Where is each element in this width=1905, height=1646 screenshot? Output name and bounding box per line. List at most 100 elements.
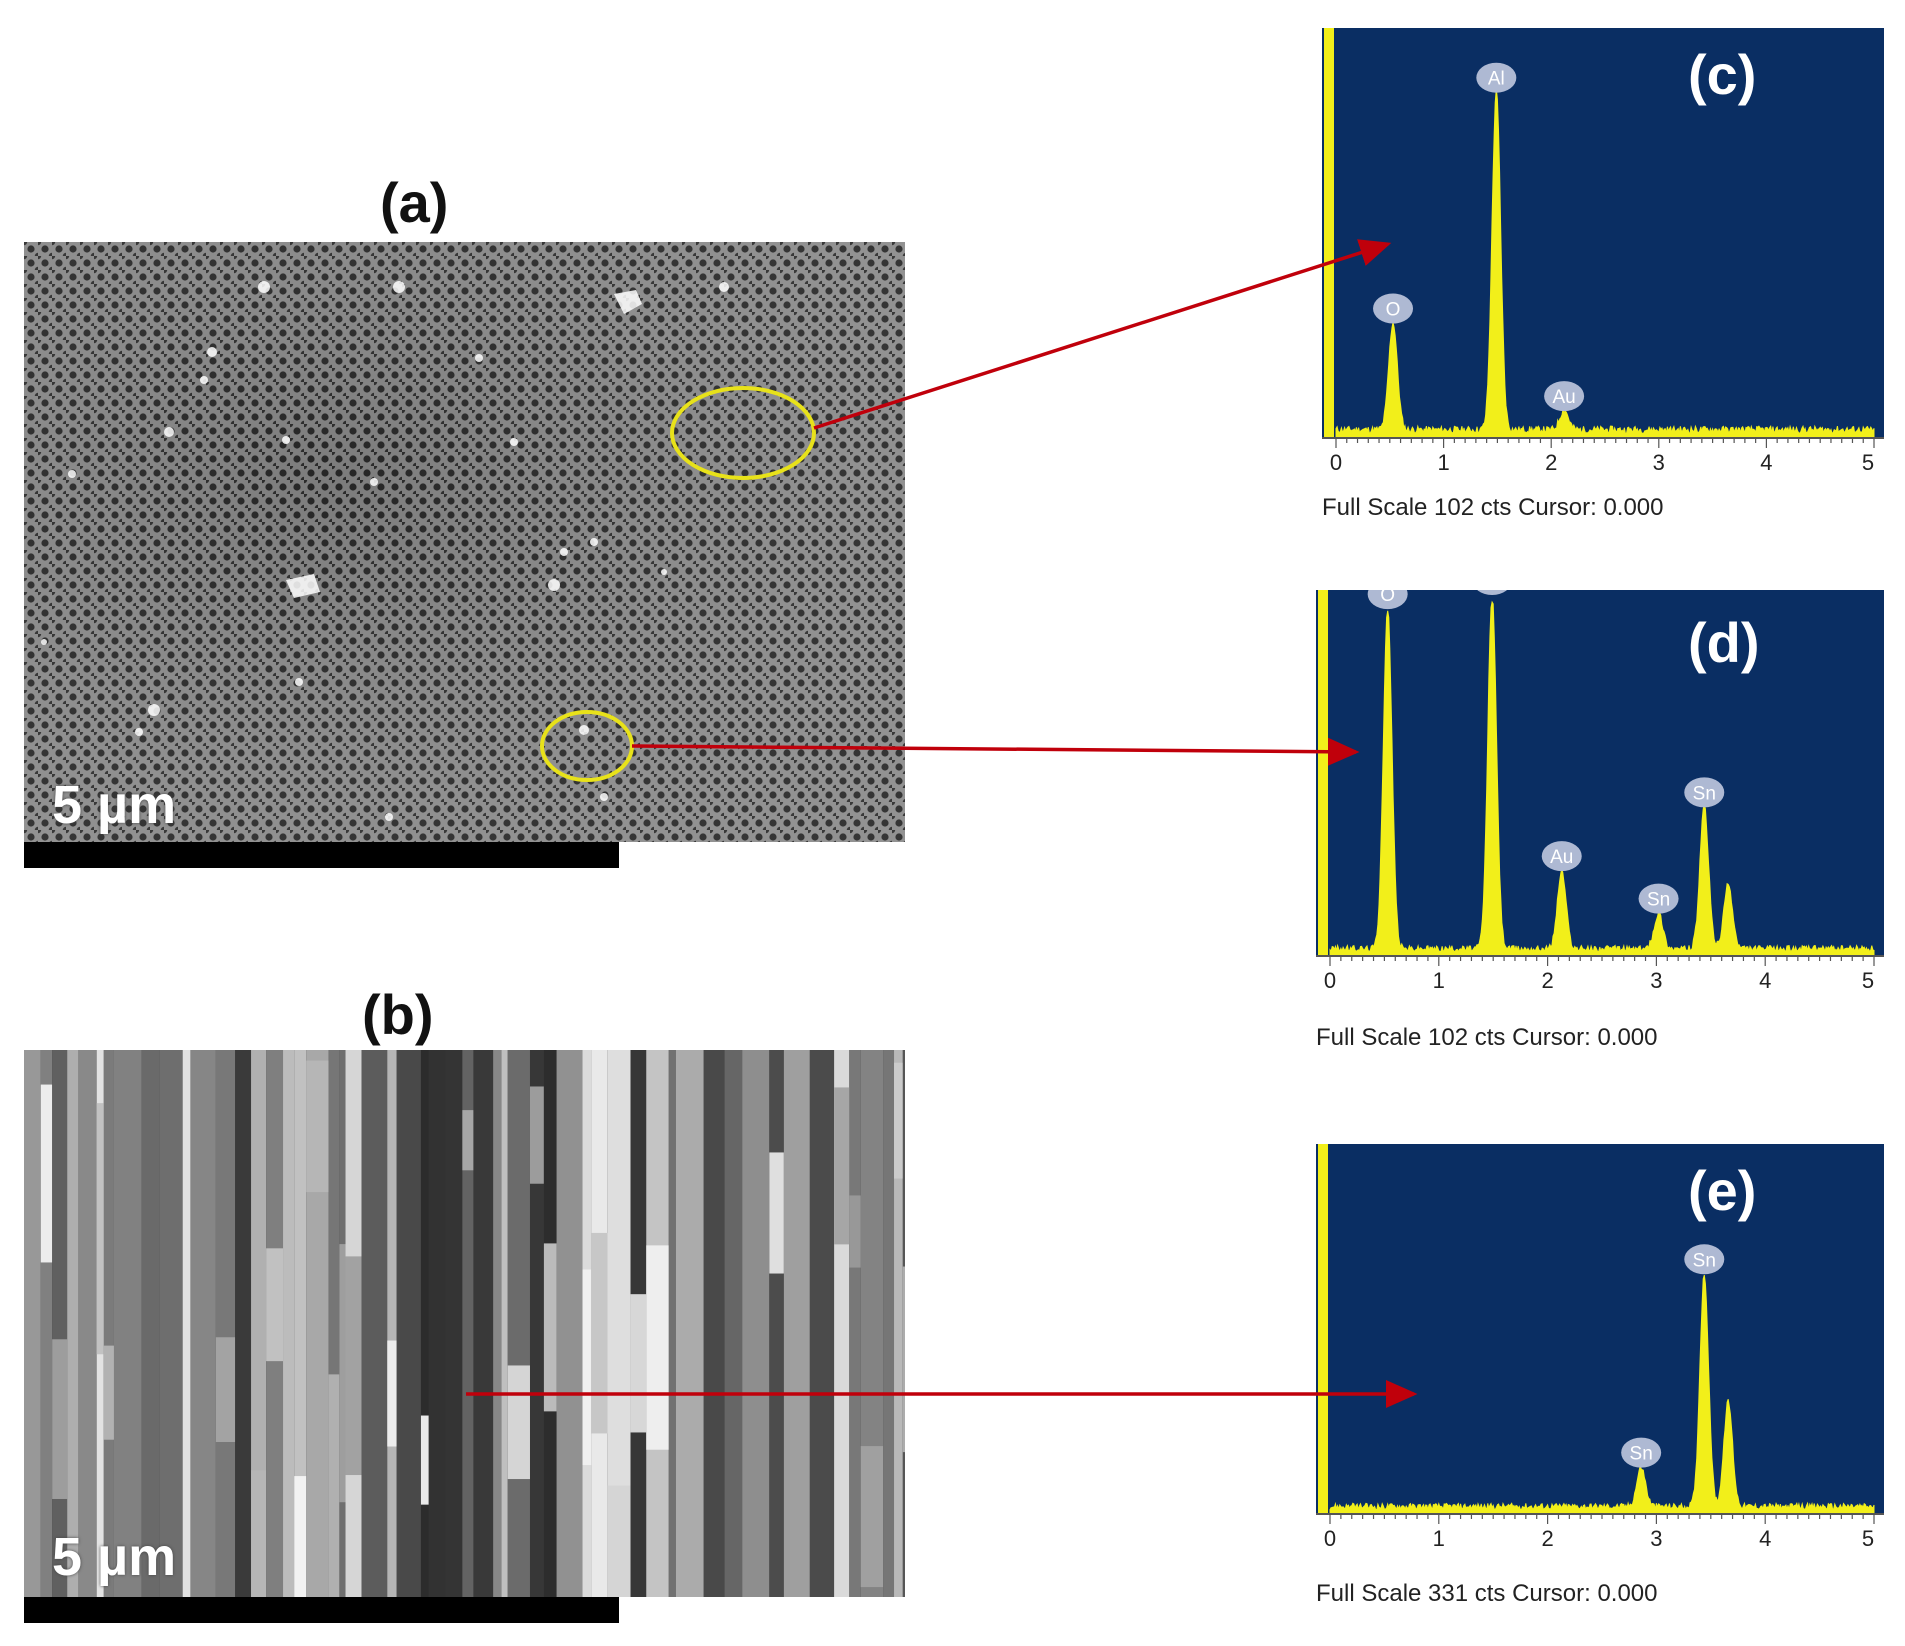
nanowire-strip bbox=[902, 1266, 905, 1453]
sem-image-top-view: 5 µm bbox=[24, 242, 905, 842]
nanowire-strip bbox=[849, 1195, 861, 1268]
zero-peak bbox=[1318, 590, 1328, 956]
element-label: Au bbox=[1552, 387, 1575, 408]
x-tick-label: 5 bbox=[1862, 450, 1874, 475]
spectrum-trace bbox=[1335, 88, 1875, 439]
nanowire-strip bbox=[630, 1294, 647, 1433]
nanowire-strip bbox=[52, 1339, 68, 1499]
nanowire-strip bbox=[543, 1243, 557, 1412]
nanowire-strip bbox=[96, 1103, 104, 1355]
eds-plot-area: O Al Au 0 1 2 3 4 5 (c) bbox=[1322, 28, 1884, 478]
x-tick-label: 0 bbox=[1324, 968, 1336, 993]
nanowire-strip bbox=[883, 1050, 895, 1597]
x-tick-label: 2 bbox=[1545, 450, 1557, 475]
nanowire-strip bbox=[396, 1050, 421, 1597]
element-label-bubble bbox=[1544, 381, 1585, 412]
panel-label-a: (a) bbox=[380, 171, 449, 234]
eds-footer: Full Scale 102 cts Cursor: 0.000 bbox=[1322, 494, 1664, 521]
x-tick-label: 4 bbox=[1759, 1526, 1771, 1551]
nanowire-strip bbox=[159, 1050, 183, 1597]
scale-bar-a bbox=[24, 842, 619, 868]
nanowire-strip bbox=[328, 1374, 340, 1597]
element-label-bubble bbox=[1477, 590, 1508, 595]
element-label-bubble bbox=[1476, 62, 1517, 93]
spectrum-trace bbox=[1329, 600, 1875, 957]
nanowire-strip bbox=[78, 1050, 97, 1597]
nanowire-strip bbox=[190, 1050, 216, 1597]
nanowire-strip bbox=[507, 1050, 530, 1597]
nanowire-strip bbox=[809, 1050, 835, 1597]
scale-text-b: 5 µm bbox=[52, 1527, 177, 1587]
nanowire-strip bbox=[283, 1050, 295, 1597]
eds-plot-area: Sn Sn 0 1 2 3 4 5 (e) bbox=[1316, 1144, 1884, 1554]
x-tick-label: 0 bbox=[1330, 450, 1342, 475]
element-label-bubble bbox=[1367, 590, 1408, 610]
nanowire-strip bbox=[40, 1084, 53, 1263]
panel-label-d: (d) bbox=[1688, 611, 1760, 674]
x-axis-band bbox=[1316, 956, 1884, 996]
nanowire-strip bbox=[215, 1050, 236, 1597]
x-tick-label: 4 bbox=[1759, 968, 1771, 993]
nanowire-strip bbox=[266, 1248, 284, 1362]
nanowire-strip bbox=[493, 1050, 502, 1597]
nanowire-strip bbox=[103, 1050, 114, 1597]
nanowire-strip bbox=[860, 1446, 884, 1588]
nanowire-strip bbox=[113, 1050, 142, 1597]
scale-text-a: 5 µm bbox=[52, 775, 177, 835]
element-label: Sn bbox=[1630, 1444, 1653, 1465]
x-tick-label: 3 bbox=[1653, 450, 1665, 475]
nanowire-strip bbox=[849, 1050, 861, 1597]
zero-peak bbox=[1318, 1144, 1328, 1514]
nanowire-strip bbox=[646, 1245, 669, 1450]
nanowire-strip bbox=[251, 1470, 267, 1597]
nanowire-strip bbox=[420, 1050, 429, 1597]
nanowire-strip bbox=[235, 1050, 252, 1597]
nanowire-strip bbox=[769, 1152, 784, 1274]
nanowire-strip bbox=[294, 1050, 307, 1597]
nanowire-strip bbox=[591, 1232, 608, 1434]
element-label: Al bbox=[1488, 69, 1505, 90]
nanowire-strip bbox=[24, 1050, 41, 1597]
x-tick-label: 5 bbox=[1862, 1526, 1874, 1551]
nanowire-strip bbox=[462, 1110, 474, 1171]
eds-plot-area: O Al Au Sn Sn 0 1 2 3 4 5 (d) bbox=[1316, 590, 1884, 996]
x-tick-label: 4 bbox=[1760, 450, 1772, 475]
nanowire-strip bbox=[473, 1050, 494, 1597]
nanowire-strip bbox=[40, 1050, 53, 1597]
nanowire-strip bbox=[445, 1050, 463, 1597]
x-tick-label: 0 bbox=[1324, 1526, 1336, 1551]
nanowire-strip bbox=[607, 1485, 631, 1597]
nanowire-strip bbox=[556, 1050, 583, 1597]
x-axis-band bbox=[1316, 1514, 1884, 1554]
nanowire-strip bbox=[251, 1050, 267, 1597]
x-tick-label: 2 bbox=[1541, 968, 1553, 993]
eds-spectrum-c: O Al Au 0 1 2 3 4 5 (c) Full Scale 102 cts Curso… bbox=[1322, 28, 1884, 528]
element-label-bubble bbox=[1541, 841, 1582, 872]
nanowire-strip bbox=[501, 1050, 508, 1597]
element-label-bubble bbox=[1621, 1437, 1662, 1468]
nanowire-strip bbox=[361, 1050, 388, 1597]
element-label: Sn bbox=[1647, 890, 1670, 911]
element-label: Au bbox=[1550, 847, 1573, 868]
nanowire-strip bbox=[724, 1050, 743, 1597]
nanowire-strip bbox=[529, 1050, 544, 1597]
nanowire-strip bbox=[345, 1256, 362, 1476]
nanowire-strip bbox=[306, 1060, 329, 1193]
nanowire-strip bbox=[328, 1050, 340, 1597]
spectrum-trace bbox=[1329, 1274, 1875, 1515]
nanowire-strip bbox=[529, 1086, 544, 1184]
nanowire-strip bbox=[783, 1050, 810, 1597]
eds-spectrum-d: O Al Au Sn Sn 0 1 2 3 4 5 (d) Full Scale 102 cts C… bbox=[1316, 590, 1884, 1060]
element-label-bubble bbox=[1638, 883, 1679, 914]
element-label: O bbox=[1386, 300, 1401, 321]
nanowire-strip bbox=[52, 1050, 68, 1597]
nanowire-strip bbox=[742, 1050, 770, 1597]
x-tick-label: 5 bbox=[1862, 968, 1874, 993]
panel-label-b: (b) bbox=[362, 983, 434, 1046]
nanowire-strip bbox=[607, 1050, 631, 1597]
eds-footer: Full Scale 331 cts Cursor: 0.000 bbox=[1316, 1580, 1658, 1607]
element-label-bubble bbox=[1684, 777, 1725, 808]
nanowire-strip bbox=[507, 1365, 530, 1480]
nanowire-strip bbox=[67, 1050, 79, 1597]
x-axis-band bbox=[1322, 438, 1884, 478]
